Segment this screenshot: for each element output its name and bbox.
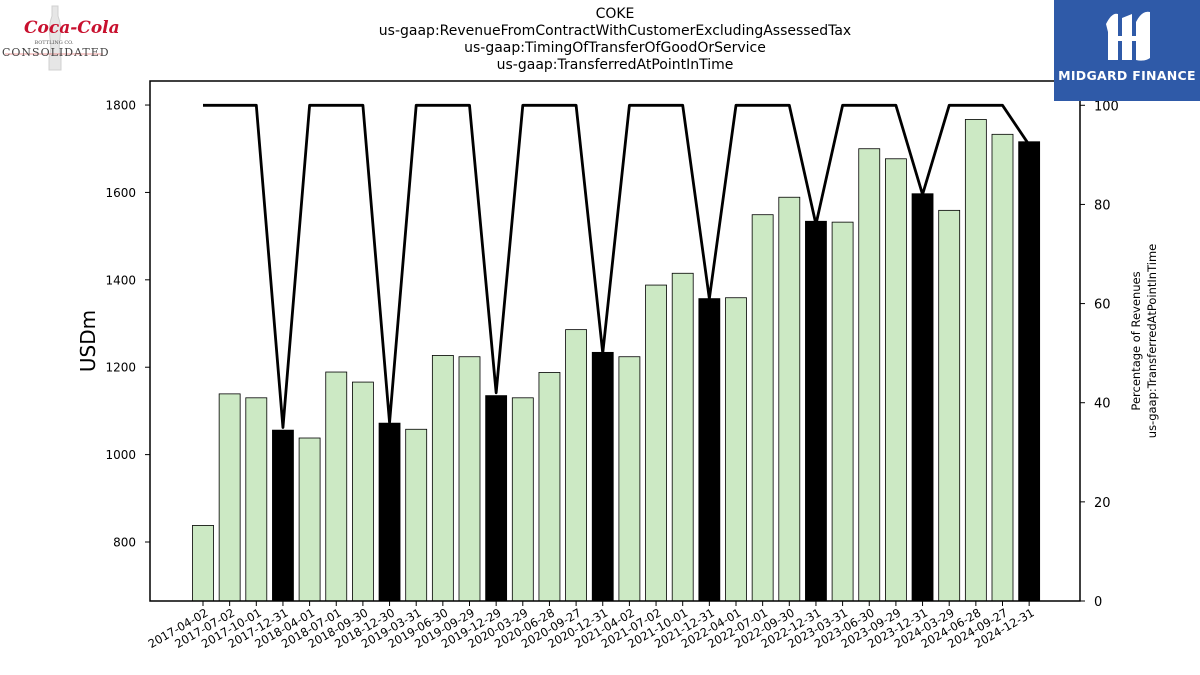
- bar-2023-09-29: [885, 158, 907, 602]
- bar-2023-12-31: [911, 193, 934, 602]
- y2-tick-label: 40: [1094, 397, 1111, 412]
- y-tick-label: 800: [113, 536, 136, 550]
- y2-axis-ticks: 0 20 40 60 80 100: [1080, 99, 1119, 610]
- bar-2024-03-29: [938, 209, 961, 602]
- bar-2022-07-01: [751, 214, 774, 602]
- y2-tick-label: 80: [1094, 198, 1111, 213]
- y-tick-label: 1400: [105, 273, 136, 287]
- y2-tick-label: 60: [1094, 298, 1111, 313]
- title-company: COKE: [595, 6, 635, 22]
- title-concept: us-gaap:RevenueFromContractWithCustomerE…: [378, 23, 852, 39]
- y-axis-label: USDm: [76, 310, 100, 372]
- bar-2024-09-27: [991, 133, 1014, 602]
- bar-2021-10-01: [671, 272, 694, 602]
- line-series: [203, 103, 1031, 429]
- bar-2020-06-28: [538, 372, 561, 602]
- bar-2018-04-01: [298, 437, 321, 602]
- y2-axis-label-line2: us-gaap:TransferredAtPointInTime: [1145, 244, 1159, 438]
- bar-2021-04-02: [618, 356, 641, 602]
- plot-frame: [149, 80, 1081, 602]
- bar-2017-04-02: [192, 525, 214, 602]
- title-axis: us-gaap:TimingOfTransferOfGoodOrService: [464, 40, 766, 56]
- y2-tick-label: 20: [1094, 496, 1111, 511]
- bar-2021-12-31: [698, 298, 721, 602]
- coke-wordmark: CONSOLIDATED: [2, 46, 110, 59]
- y2-axis-label-line1: Percentage of Revenues: [1129, 271, 1143, 410]
- percentage-line: [203, 103, 1031, 429]
- bar-2017-12-31: [272, 429, 294, 602]
- bar-2024-12-31: [1018, 141, 1041, 602]
- y-tick-label: 1800: [105, 99, 136, 113]
- bottle-icon: [5, 5, 103, 71]
- midgard-mark-icon: [1106, 11, 1150, 61]
- coca-cola-consolidated-logo: Coca-Cola BOTTLING CO. CONSOLIDATED: [2, 4, 120, 72]
- bar-2017-10-01: [245, 397, 268, 602]
- bar-2024-06-28: [964, 119, 987, 602]
- x-axis-ticks: 2017-04-022017-07-022017-10-012017-12-31…: [146, 601, 1037, 651]
- y-tick-label: 1200: [105, 361, 136, 375]
- title-member: us-gaap:TransferredAtPointInTime: [496, 57, 734, 73]
- y-axis-ticks: 800 1000 1200 1400 1600 1800: [105, 99, 150, 550]
- coke-script-logo: Coca-Cola: [24, 18, 120, 38]
- bar-2018-09-30: [351, 381, 374, 602]
- y-tick-label: 1000: [105, 448, 136, 462]
- y2-tick-label: 0: [1094, 595, 1102, 610]
- bar-2023-03-31: [831, 221, 854, 602]
- bar-2022-12-31: [805, 220, 827, 602]
- bar-2019-06-30: [431, 355, 454, 602]
- bar-2020-09-27: [565, 329, 587, 602]
- bar-2021-07-02: [645, 284, 667, 602]
- bar-2022-04-01: [725, 297, 747, 602]
- bar-2020-12-31: [591, 351, 614, 602]
- midgard-finance-logo: MIDGARD FINANCE: [1054, 0, 1200, 101]
- bar-2023-06-30: [858, 148, 881, 602]
- bar-2019-12-29: [485, 395, 508, 602]
- midgard-finance-text: MIDGARD FINANCE: [1058, 68, 1196, 83]
- bar-2019-03-31: [405, 428, 428, 602]
- bars: [192, 119, 1041, 602]
- bar-2017-07-02: [218, 393, 241, 602]
- bar-2020-03-29: [511, 397, 534, 602]
- y2-tick-label: 100: [1094, 99, 1119, 114]
- bar-2022-09-30: [778, 196, 801, 602]
- bar-2019-09-29: [458, 356, 481, 602]
- bar-2018-12-30: [378, 422, 401, 602]
- coke-sub-text: BOTTLING CO.: [34, 40, 74, 46]
- chart-title: COKE us-gaap:RevenueFromContractWithCust…: [300, 6, 930, 74]
- bar-2018-07-01: [325, 371, 348, 602]
- y-tick-label: 1600: [105, 186, 136, 200]
